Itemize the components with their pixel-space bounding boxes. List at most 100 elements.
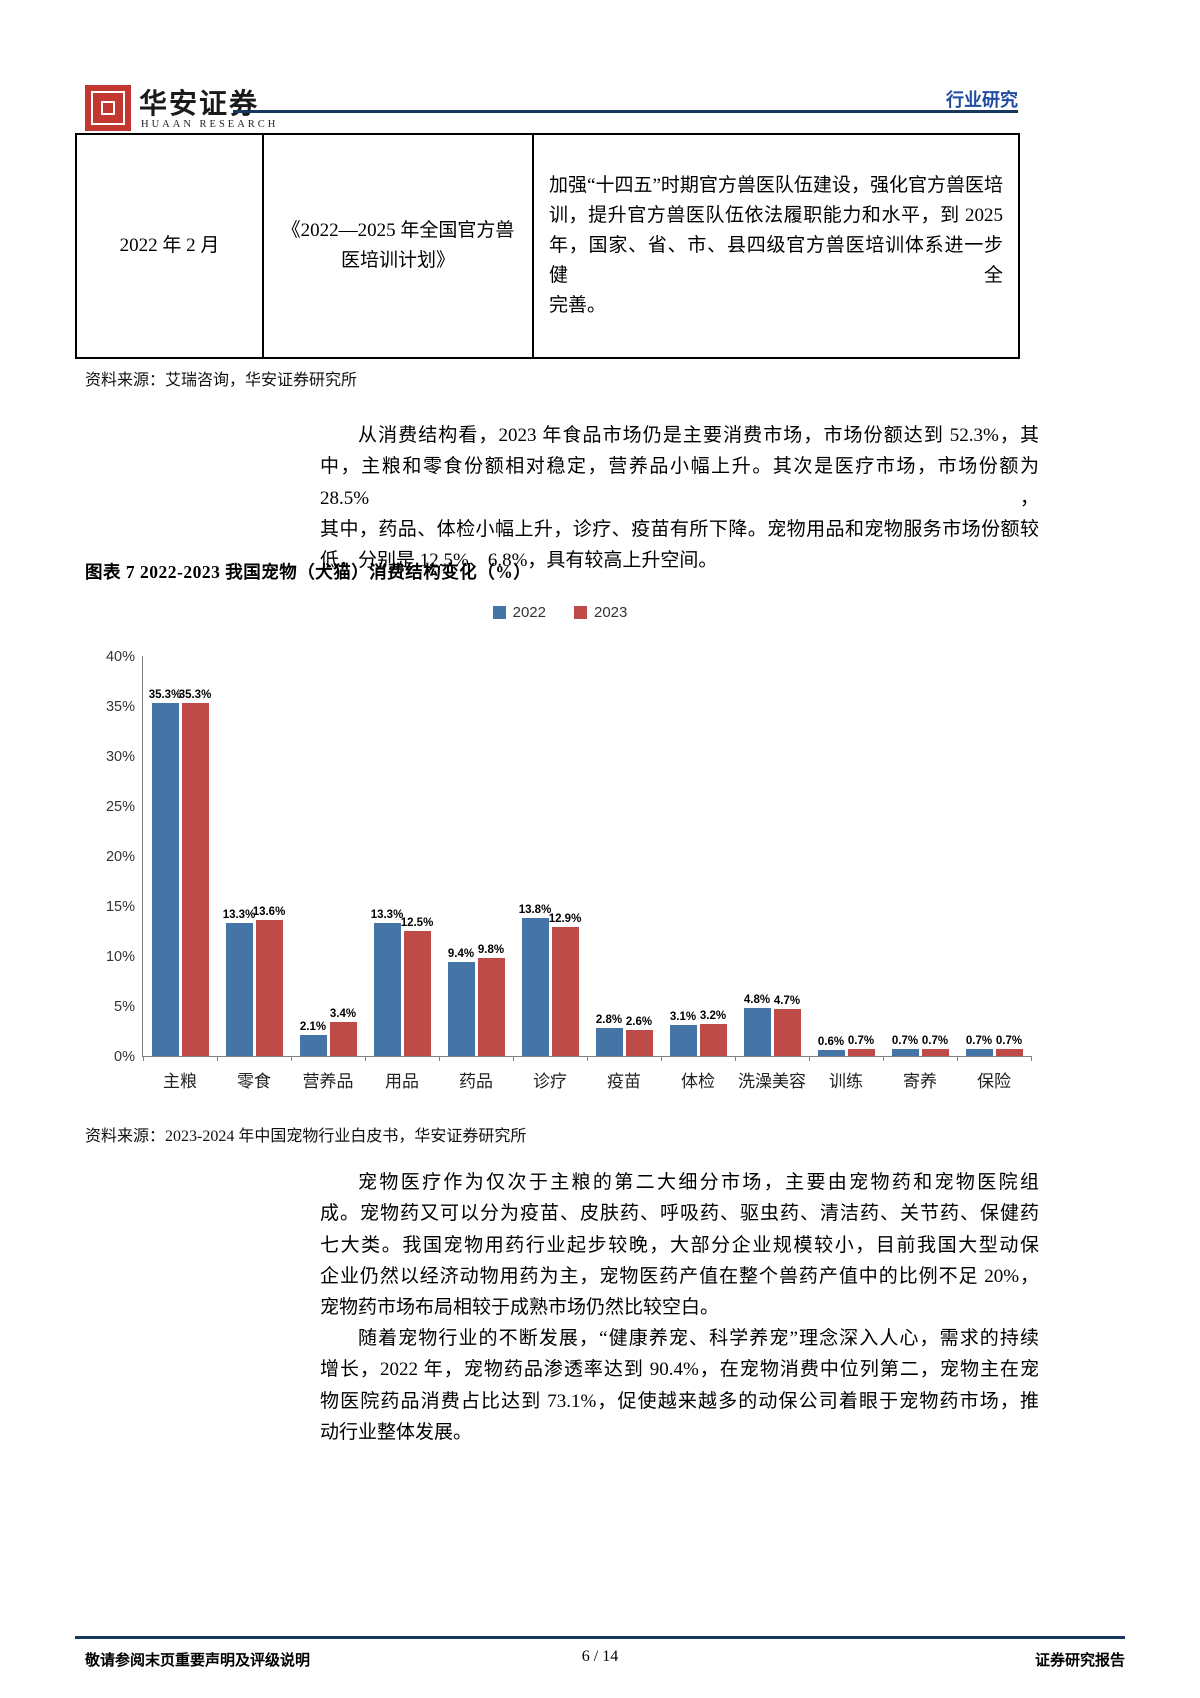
bar-2022-洗澡美容: 4.8%: [743, 994, 771, 1056]
bar-group-营养品: 2.1% 3.4% 营养品: [299, 1008, 357, 1091]
legend-label: 2022: [512, 604, 546, 621]
y-axis-tick-label: 25%: [105, 799, 135, 815]
x-axis-category-label: 营养品: [302, 1072, 354, 1091]
bar-value-label: 12.5%: [400, 917, 434, 929]
x-axis-tick: [809, 1056, 810, 1061]
bar-group-洗澡美容: 4.8% 4.7% 洗澡美容: [738, 994, 806, 1091]
bar-group-用品: 13.3% 12.5% 用品: [371, 909, 434, 1091]
bar-value-label: 35.3%: [178, 689, 212, 701]
text-line: 宠物药市场布局相较于成熟市场仍然比较空白。: [320, 1297, 720, 1319]
x-axis-tick: [513, 1056, 514, 1061]
bar-value-label: 0.7%: [965, 1035, 993, 1047]
bar-2023-药品: 9.8%: [477, 944, 505, 1056]
bar-group-训练: 0.6% 0.7% 训练: [817, 1035, 875, 1091]
bar-2023-诊疗: 12.9%: [549, 913, 581, 1056]
figure-title: 图表 7 2022-2023 我国宠物（犬猫）消费结构变化（%）: [85, 562, 532, 582]
body-paragraph-1: 从消费结构看，2023 年食品市场仍是主要消费市场，市场份额达到 52.3%，其…: [320, 420, 1039, 576]
x-axis-category-label: 保险: [977, 1072, 1011, 1091]
bar-2023-体检: 3.2%: [699, 1010, 727, 1056]
bar-2022-用品: 13.3%: [371, 909, 403, 1056]
table-cell-date: 2022 年 2 月: [119, 235, 220, 256]
bar-value-label: 2.1%: [299, 1021, 327, 1033]
bar-2022-零食: 13.3%: [223, 909, 255, 1056]
bar-2022-营养品: 2.1%: [299, 1021, 327, 1056]
bar-2023-主粮: 35.3%: [179, 689, 211, 1056]
bar-value-label: 13.8%: [518, 904, 552, 916]
body-paragraph-3: 随着宠物行业的不断发展，“健康养宠、科学养宠”理念深入人心，需求的持续 增长，20…: [320, 1323, 1039, 1448]
brand-name-cn: 华安证券: [139, 89, 260, 120]
x-axis-tick: [143, 1056, 144, 1061]
y-axis-tick-label: 35%: [105, 699, 135, 715]
text-line: 动行业整体发展。: [320, 1421, 473, 1443]
bar-2022-疫苗: 2.8%: [595, 1014, 623, 1056]
x-axis-tick: [661, 1056, 662, 1061]
text-line: 成。宠物药又可以分为疫苗、皮肤药、呼吸药、驱虫药、清洁药、关节药、保健药: [320, 1203, 1039, 1225]
bar-2022-诊疗: 13.8%: [519, 904, 551, 1056]
bar-group-主粮: 35.3% 35.3% 主粮: [149, 689, 212, 1091]
footer-report-type: 证券研究报告: [1034, 1653, 1125, 1669]
x-axis-category-label: 疫苗: [607, 1072, 641, 1091]
bar-2022-体检: 3.1%: [669, 1011, 697, 1056]
x-axis-tick: [883, 1056, 884, 1061]
y-axis-tick-label: 10%: [105, 949, 135, 965]
table-cell-detail: 加强“十四五”时期官方兽医队伍建设，强化官方兽医培 训，提升官方兽医队伍依法履职能…: [532, 135, 1018, 357]
legend-item-2022: 2022: [492, 604, 546, 621]
y-axis-tick-label: 40%: [105, 649, 135, 665]
text-line: 低，分别是 12.5%、6.8%，具有较高上升空间。: [320, 550, 718, 572]
text-line: 加强“十四五”时期官方兽医队伍建设，强化官方兽医培: [549, 175, 1003, 196]
text-line: 其中，药品、体检小幅上升，诊疗、疫苗有所下降。宠物用品和宠物服务市场份额较: [320, 518, 1039, 540]
bar-chart: 2022 2023 0% 5% 10% 15% 20% 25% 30% 35% 40% 35.3% 3…: [85, 594, 1035, 1109]
brand-name-en: HUAAN RESEARCH: [141, 119, 279, 130]
x-axis-tick: [734, 1056, 736, 1061]
footer-rule: [75, 1636, 1125, 1639]
text-line: 《2022—2025 年全国官方兽: [281, 220, 515, 241]
y-axis-tick-label: 5%: [114, 999, 135, 1015]
bar-value-label: 2.8%: [595, 1014, 623, 1026]
y-axis-tick-label: 20%: [105, 849, 135, 865]
bar-2022-主粮: 35.3%: [149, 689, 181, 1056]
bar-value-label: 3.2%: [699, 1010, 727, 1022]
bar-value-label: 9.4%: [447, 948, 475, 960]
x-axis-category-label: 寄养: [903, 1072, 937, 1091]
bar-value-label: 13.3%: [222, 909, 256, 921]
y-axis-tick-label: 0%: [114, 1049, 135, 1065]
bar-group-保险: 0.7% 0.7% 保险: [965, 1035, 1023, 1091]
bar-2022-训练: 0.6%: [817, 1036, 845, 1056]
legend-label: 2023: [594, 604, 628, 621]
page-number: 6 / 14: [581, 1648, 619, 1665]
bar-2022-寄养: 0.7%: [891, 1035, 919, 1056]
text-line: 随着宠物行业的不断发展，“健康养宠、科学养宠”理念深入人心，需求的持续: [358, 1328, 1039, 1349]
body-paragraph-2: 宠物医疗作为仅次于主粮的第二大细分市场，主要由宠物药和宠物医院组 成。宠物药又可以…: [320, 1167, 1039, 1323]
bar-2023-训练: 0.7%: [847, 1035, 875, 1056]
bar-2023-用品: 12.5%: [401, 917, 433, 1056]
bar-group-零食: 13.3% 13.6% 零食: [223, 906, 286, 1091]
bar-value-label: 12.9%: [548, 913, 582, 925]
bar-value-label: 0.6%: [817, 1036, 845, 1048]
table-cell-policy: 《2022—2025 年全国官方兽 医培训计划》: [262, 135, 532, 357]
x-axis-category-label: 用品: [385, 1072, 419, 1091]
bar-value-label: 3.4%: [329, 1008, 357, 1020]
bar-group-寄养: 0.7% 0.7% 寄养: [891, 1035, 949, 1091]
bar-value-label: 0.7%: [891, 1035, 919, 1047]
x-axis-category-label: 训练: [829, 1072, 863, 1091]
bar-value-label: 0.7%: [847, 1035, 875, 1047]
bar-2023-寄养: 0.7%: [921, 1035, 949, 1056]
bar-value-label: 2.6%: [625, 1016, 653, 1028]
bar-2022-药品: 9.4%: [447, 948, 475, 1056]
bar-value-label: 35.3%: [148, 689, 182, 701]
bar-group-诊疗: 13.8% 12.9% 诊疗: [519, 904, 582, 1091]
legend-swatch-icon: [492, 606, 506, 619]
text-line: 年，国家、省、市、县四级官方兽医培训体系进一步健全: [549, 235, 1003, 286]
policy-table: 2022 年 2 月 《2022—2025 年全国官方兽 医培训计划》 加强“十四…: [75, 133, 1020, 359]
x-axis-tick: [1031, 1056, 1032, 1061]
legend-swatch-icon: [574, 606, 587, 619]
text-line: 从消费结构看，2023 年食品市场仍是主要消费市场，市场份额达到 52.3%，其: [358, 425, 1039, 446]
source-note-2: 资料来源：2023-2024 年中国宠物行业白皮书，华安证券研究所: [85, 1128, 527, 1145]
bar-value-label: 4.7%: [773, 995, 801, 1007]
bar-2023-洗澡美容: 4.7%: [773, 995, 801, 1056]
bar-value-label: 3.1%: [669, 1011, 697, 1023]
footer-disclaimer: 敬请参阅末页重要声明及评级说明: [85, 1653, 311, 1669]
x-axis-category-label: 诊疗: [533, 1072, 567, 1091]
x-axis-category-label: 零食: [237, 1072, 271, 1091]
